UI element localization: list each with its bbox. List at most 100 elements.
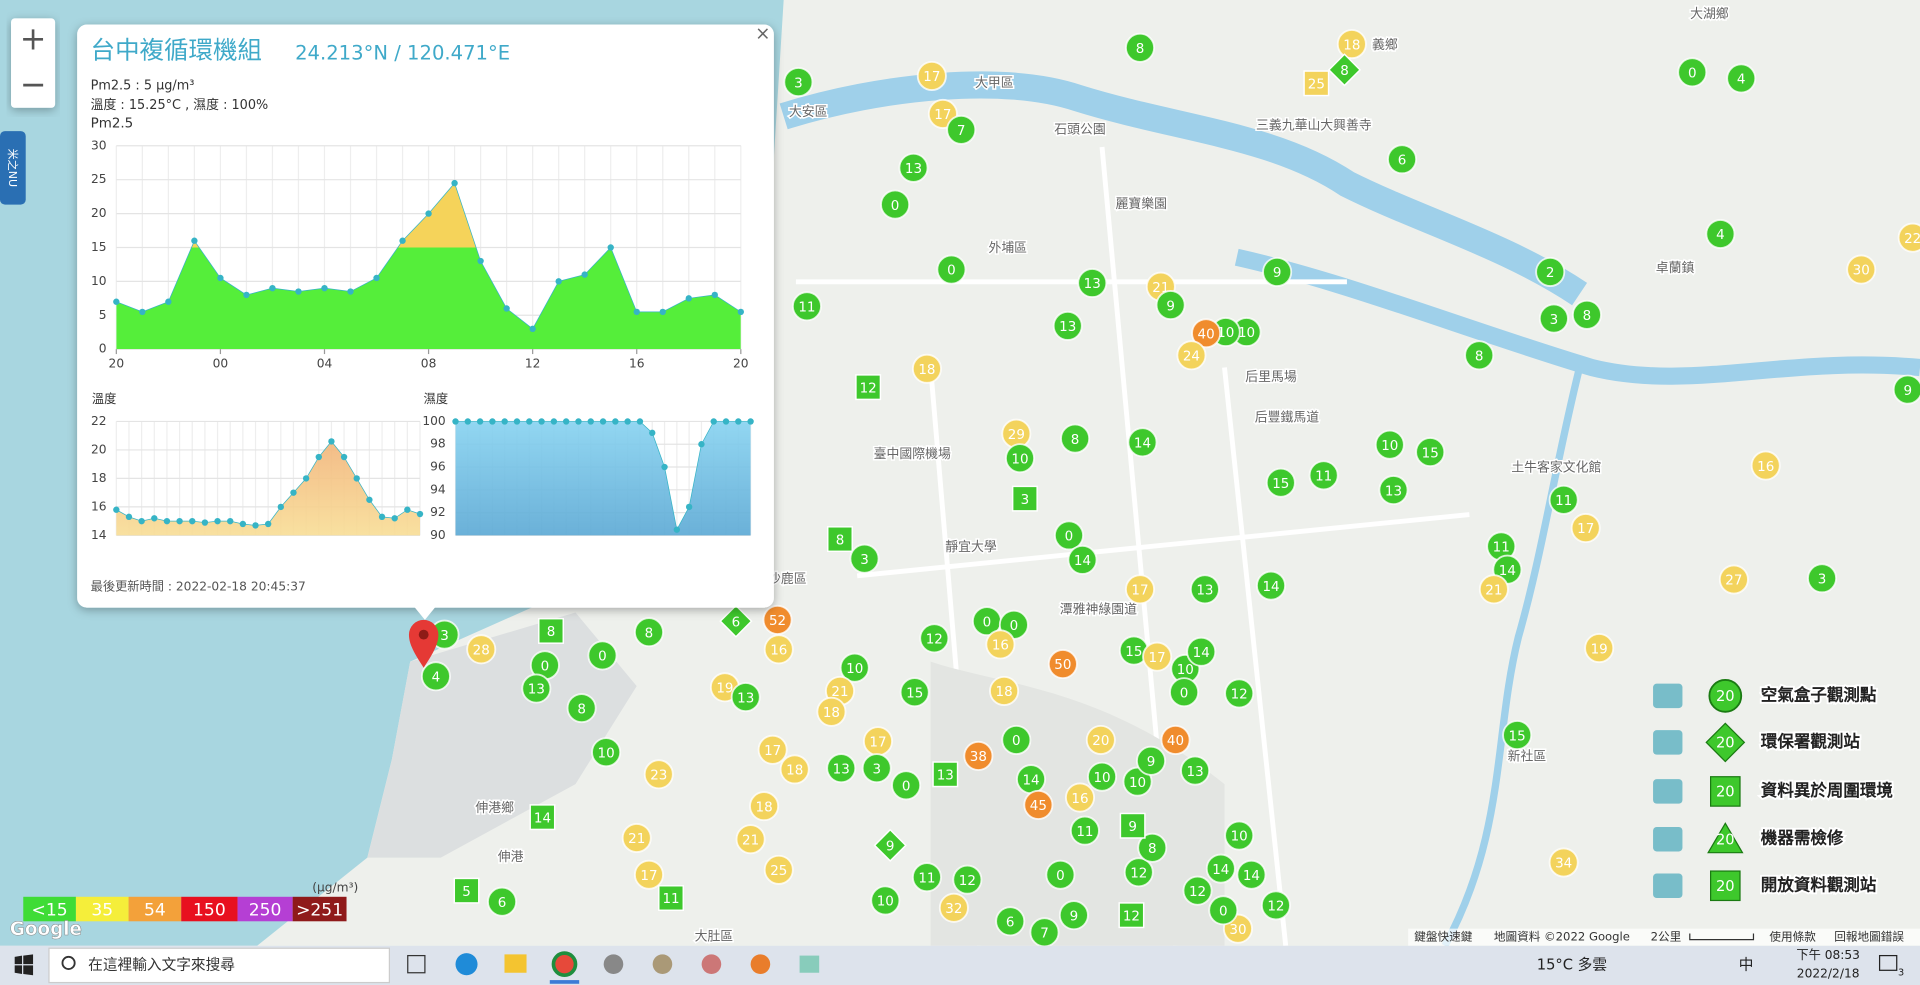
marker — [1052, 310, 1083, 341]
search-placeholder[interactable]: 在這裡輸入文字來搜尋 — [88, 956, 235, 973]
app-icon[interactable] — [750, 954, 771, 974]
marker-value: 13 — [1385, 483, 1402, 499]
clock-time[interactable]: 下午 08:53 — [1796, 948, 1860, 962]
marker-value: 6 — [732, 614, 741, 630]
y-tick-label: 30 — [91, 138, 107, 152]
marker — [1058, 900, 1089, 931]
marker — [946, 114, 977, 145]
marker-value: 12 — [959, 873, 976, 889]
zoom-out[interactable]: − — [20, 65, 47, 103]
place-label: 三義九華山大興善寺 — [1256, 118, 1372, 134]
y-tick-label: 90 — [430, 528, 446, 542]
point — [290, 489, 297, 496]
marker — [1001, 724, 1032, 755]
legend-icon — [1653, 730, 1683, 755]
notification-icon[interactable] — [1878, 954, 1898, 971]
point — [607, 244, 614, 251]
zoom-in[interactable]: + — [20, 19, 47, 57]
marker-value: 12 — [1231, 687, 1248, 703]
report[interactable]: 回報地圖錯誤 — [1834, 930, 1904, 944]
y-tick-label: 18 — [91, 471, 107, 485]
marker-value: 8 — [547, 624, 556, 640]
task-view[interactable] — [407, 954, 426, 974]
point — [452, 418, 459, 425]
popup-coords: 24.213°N / 120.471°E — [295, 41, 510, 64]
weather[interactable]: 15°C 多雲 — [1537, 956, 1607, 973]
side-tab-label[interactable]: 米之NU — [6, 149, 20, 187]
point — [673, 526, 681, 533]
app-icon[interactable] — [701, 954, 722, 974]
marker — [1262, 256, 1293, 287]
marker — [898, 152, 929, 183]
pin-dot — [418, 629, 429, 640]
marker — [757, 734, 788, 765]
marker — [1208, 895, 1239, 926]
marker-value: 14 — [1134, 435, 1151, 451]
edge-icon[interactable] — [455, 953, 478, 976]
marker-value: 12 — [1189, 884, 1206, 900]
point — [340, 453, 348, 461]
river — [1234, 248, 1920, 385]
point — [451, 179, 458, 187]
app-icon[interactable] — [652, 954, 673, 974]
marker-value: 0 — [1688, 66, 1697, 82]
marker-value: 11 — [1315, 469, 1332, 485]
ime[interactable]: 中 — [1739, 956, 1754, 973]
y-tick-label: 15 — [91, 240, 107, 254]
point — [685, 503, 693, 511]
marker — [1205, 853, 1236, 884]
point — [599, 418, 607, 425]
search-box[interactable] — [48, 947, 390, 984]
start-button[interactable] — [14, 954, 34, 976]
popup-close[interactable]: × — [755, 23, 770, 44]
place-label: 大安區 — [789, 105, 828, 120]
marker-value: 14 — [1212, 862, 1229, 878]
chrome-icon[interactable] — [551, 951, 578, 978]
point — [476, 418, 484, 425]
marker-value: 11 — [1493, 540, 1510, 556]
place-label: 沙鹿區 — [768, 571, 807, 587]
google-logo: Google — [10, 919, 82, 940]
point — [425, 210, 432, 217]
marker-value: 32 — [945, 901, 962, 917]
marker-value: 18 — [918, 362, 935, 378]
marker-value: 21 — [831, 684, 848, 700]
popup: × 台中複循環機組 24.213°N / 120.471°E Pm2.5 : 5… — [77, 23, 774, 620]
chart-title: Pm2.5 — [91, 116, 134, 132]
place-label: 外埔區 — [988, 241, 1027, 256]
place-label: 大肚區 — [695, 930, 734, 945]
clock-date[interactable]: 2022/2/18 — [1797, 966, 1860, 980]
point — [464, 418, 471, 425]
terms[interactable]: 使用條款 — [1769, 930, 1816, 944]
explorer-icon[interactable] — [504, 954, 527, 973]
marker — [1415, 437, 1446, 468]
app-icon[interactable] — [603, 954, 624, 974]
legend-icon — [1653, 873, 1683, 899]
active-indicator — [549, 980, 580, 984]
point — [404, 506, 411, 513]
aqi-swatch — [75, 896, 129, 922]
marker — [985, 629, 1016, 660]
marker-value: 14 — [1022, 772, 1039, 788]
app-icon[interactable] — [799, 955, 820, 973]
marker — [1125, 32, 1155, 63]
scale-bar — [1689, 933, 1755, 941]
point — [391, 515, 398, 522]
legend-badge-text: 20 — [1716, 784, 1735, 801]
point — [661, 463, 668, 471]
legend-badge-text: 20 — [1716, 878, 1735, 895]
marker-value: 4 — [432, 669, 441, 685]
marker — [1336, 29, 1367, 60]
point — [513, 418, 521, 425]
marker — [1726, 63, 1757, 94]
side-tab[interactable] — [0, 131, 26, 205]
shortcuts[interactable]: 鍵盤快速鍵 — [1414, 930, 1472, 944]
marker-value: 52 — [769, 613, 786, 629]
legend-label: 開放資料觀測站 — [1761, 874, 1877, 894]
aqi-swatch — [181, 896, 238, 922]
point — [176, 517, 183, 525]
marker-value: 14 — [1193, 645, 1210, 661]
marker — [932, 761, 959, 788]
point — [277, 503, 284, 511]
marker-value: 30 — [1229, 922, 1246, 938]
